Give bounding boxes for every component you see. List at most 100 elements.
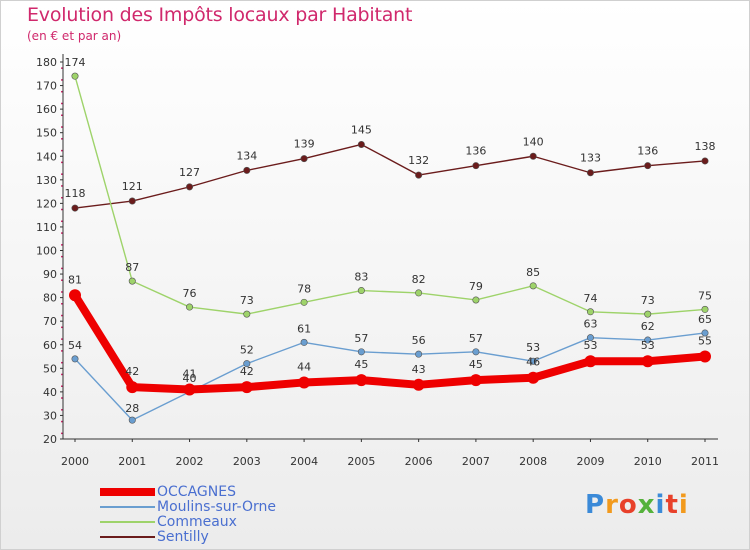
y-minor-tick	[61, 291, 63, 293]
data-label: 140	[523, 135, 544, 148]
y-minor-tick	[61, 114, 63, 117]
y-minor-tick	[61, 67, 63, 69]
x-tick-label: 2010	[634, 455, 662, 468]
data-label: 75	[698, 289, 712, 302]
legend-swatch	[100, 505, 155, 508]
data-point	[183, 383, 196, 396]
data-label: 174	[65, 56, 86, 69]
y-tick-label: 100	[36, 245, 57, 258]
y-tick-label: 20	[43, 433, 57, 446]
y-tick-label: 40	[43, 386, 57, 399]
data-point	[469, 374, 482, 387]
x-tick-label: 2008	[519, 455, 547, 468]
data-point	[126, 381, 139, 394]
y-minor-tick	[61, 267, 63, 270]
data-point	[357, 287, 365, 295]
y-minor-tick	[61, 397, 63, 399]
chart-legend: OCCAGNES Moulins-sur-Orne Commeaux Sentilly	[100, 484, 276, 545]
chart-subtitle: (en € et par an)	[27, 29, 122, 43]
data-label: 76	[183, 287, 197, 300]
x-tick-label: 2006	[405, 455, 433, 468]
x-tick-label: 2011	[691, 455, 719, 468]
data-label: 57	[469, 332, 483, 345]
data-label: 82	[412, 273, 426, 286]
y-minor-tick	[61, 232, 63, 234]
data-label: 46	[526, 356, 540, 369]
data-label: 139	[294, 138, 315, 151]
legend-item: OCCAGNES	[100, 484, 276, 500]
data-label: 85	[526, 266, 540, 279]
data-point	[412, 378, 425, 391]
data-label: 145	[351, 123, 372, 136]
y-tick-label: 60	[43, 339, 57, 352]
y-tick-label: 50	[43, 362, 57, 375]
legend-label: Commeaux	[157, 513, 237, 530]
legend-item: Sentilly	[100, 529, 276, 545]
data-label: 118	[65, 187, 86, 200]
x-tick-label: 2002	[176, 455, 204, 468]
data-point	[529, 282, 537, 290]
data-label: 127	[179, 166, 200, 179]
x-tick-label: 2005	[347, 455, 375, 468]
y-minor-tick	[61, 173, 63, 175]
data-label: 56	[412, 334, 426, 347]
data-point	[415, 350, 423, 358]
y-minor-tick	[61, 432, 63, 435]
legend-swatch	[100, 520, 155, 523]
data-label: 55	[698, 335, 712, 348]
data-label: 136	[637, 145, 658, 158]
data-point	[644, 310, 652, 318]
y-minor-tick	[61, 102, 63, 105]
y-tick-label: 90	[43, 268, 57, 281]
data-label: 52	[240, 344, 254, 357]
series-line-2	[74, 75, 706, 315]
data-label: 63	[583, 318, 597, 331]
data-point	[186, 183, 194, 191]
data-label: 57	[354, 332, 368, 345]
data-point	[529, 152, 537, 160]
chart-title: Evolution des Impôts locaux par Habitant	[27, 4, 413, 26]
data-label: 136	[465, 145, 486, 158]
y-tick-label: 130	[36, 174, 57, 187]
y-minor-tick	[61, 255, 63, 258]
data-point	[128, 416, 136, 424]
data-point	[243, 166, 251, 174]
data-label: 61	[297, 322, 311, 335]
y-minor-tick	[61, 420, 63, 423]
data-point	[355, 374, 368, 387]
data-label: 45	[469, 358, 483, 371]
data-label: 83	[354, 271, 368, 284]
data-point	[243, 310, 251, 318]
data-point	[240, 381, 253, 394]
data-label: 73	[240, 294, 254, 307]
data-label: 133	[580, 152, 601, 165]
data-point	[699, 350, 711, 363]
data-label: 44	[297, 360, 311, 373]
y-minor-tick	[61, 196, 63, 199]
data-label: 74	[583, 292, 597, 305]
y-tick-label: 180	[36, 56, 57, 69]
data-label: 28	[125, 402, 139, 415]
proxiti-logo: Proxiti	[585, 490, 689, 520]
data-point	[586, 334, 594, 342]
y-tick-label: 80	[43, 292, 57, 305]
data-point	[644, 162, 652, 170]
data-point	[415, 171, 423, 179]
data-label: 53	[641, 339, 655, 352]
y-minor-tick	[61, 303, 63, 305]
data-point	[357, 348, 365, 356]
data-label: 81	[68, 273, 82, 286]
x-tick-label: 2003	[233, 455, 261, 468]
data-label: 53	[526, 341, 540, 354]
data-point	[298, 376, 311, 389]
data-point	[472, 162, 480, 170]
data-point	[300, 298, 308, 306]
data-point	[69, 289, 81, 302]
data-point	[472, 348, 480, 356]
y-minor-tick	[61, 326, 63, 329]
y-minor-tick	[61, 126, 63, 128]
data-point	[584, 355, 597, 368]
y-minor-tick	[61, 244, 63, 246]
y-tick-label: 160	[36, 103, 57, 116]
